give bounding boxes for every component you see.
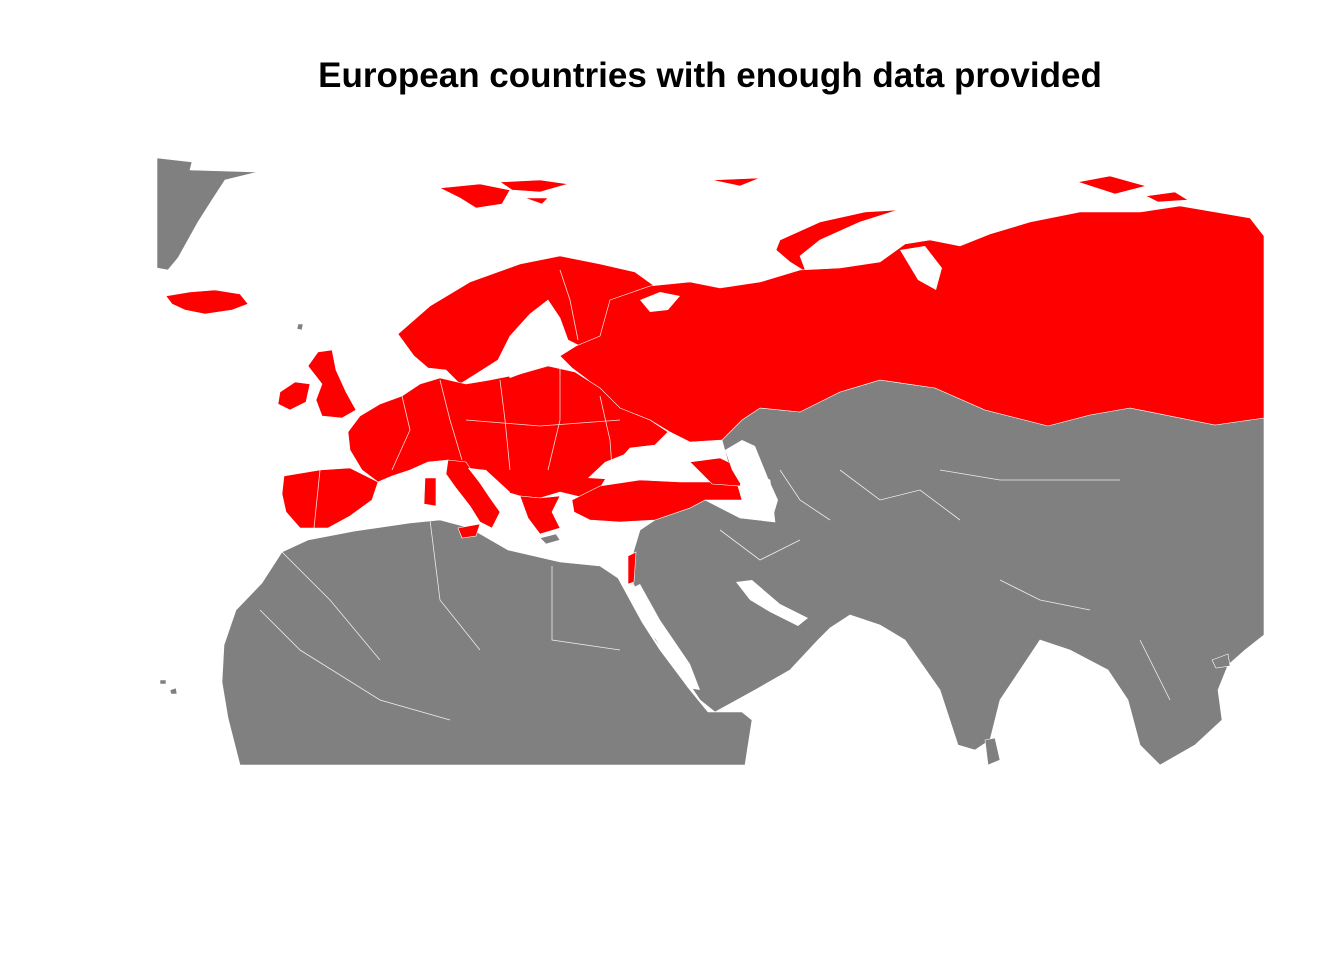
region-novaya-zemlya xyxy=(775,209,899,273)
highlighted-countries xyxy=(165,175,1264,585)
red-sea xyxy=(628,584,700,690)
water-bodies xyxy=(468,246,942,690)
region-sicily xyxy=(457,523,481,539)
adriatic-sea xyxy=(468,468,510,504)
caspian-sea xyxy=(725,440,778,520)
region-arctic-islands xyxy=(711,175,1189,203)
region-ireland xyxy=(277,381,311,411)
white-sea xyxy=(640,292,680,312)
baltic-sea xyxy=(498,302,556,378)
country-borders xyxy=(259,269,1171,721)
region-cyprus xyxy=(539,533,561,545)
region-greenland xyxy=(157,157,259,271)
region-greece xyxy=(519,495,561,535)
region-hainan xyxy=(1211,653,1231,669)
region-iceland xyxy=(165,289,249,315)
black-sea xyxy=(588,452,690,480)
region-sardinia xyxy=(423,477,437,507)
region-great-britain xyxy=(307,349,357,419)
region-cape-verde xyxy=(159,679,178,695)
other-countries xyxy=(157,157,1264,765)
region-israel xyxy=(627,551,637,585)
persian-gulf xyxy=(736,580,808,626)
region-faroe xyxy=(296,323,304,331)
map-title: European countries with enough data prov… xyxy=(318,56,1102,95)
region-svalbard xyxy=(438,179,569,209)
world-map xyxy=(157,157,1264,765)
region-turkey xyxy=(571,479,743,523)
region-africa xyxy=(221,519,753,765)
region-iberia xyxy=(281,467,379,529)
region-sri-lanka xyxy=(984,737,1001,765)
kara-sea xyxy=(900,246,942,290)
